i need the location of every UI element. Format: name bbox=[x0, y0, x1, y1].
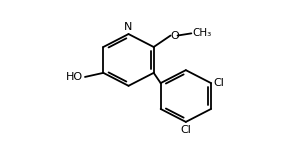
Text: N: N bbox=[124, 22, 133, 32]
Text: HO: HO bbox=[66, 72, 84, 82]
Text: Cl: Cl bbox=[214, 78, 224, 88]
Text: Cl: Cl bbox=[181, 125, 191, 135]
Text: CH₃: CH₃ bbox=[192, 28, 211, 38]
Text: O: O bbox=[171, 30, 180, 41]
